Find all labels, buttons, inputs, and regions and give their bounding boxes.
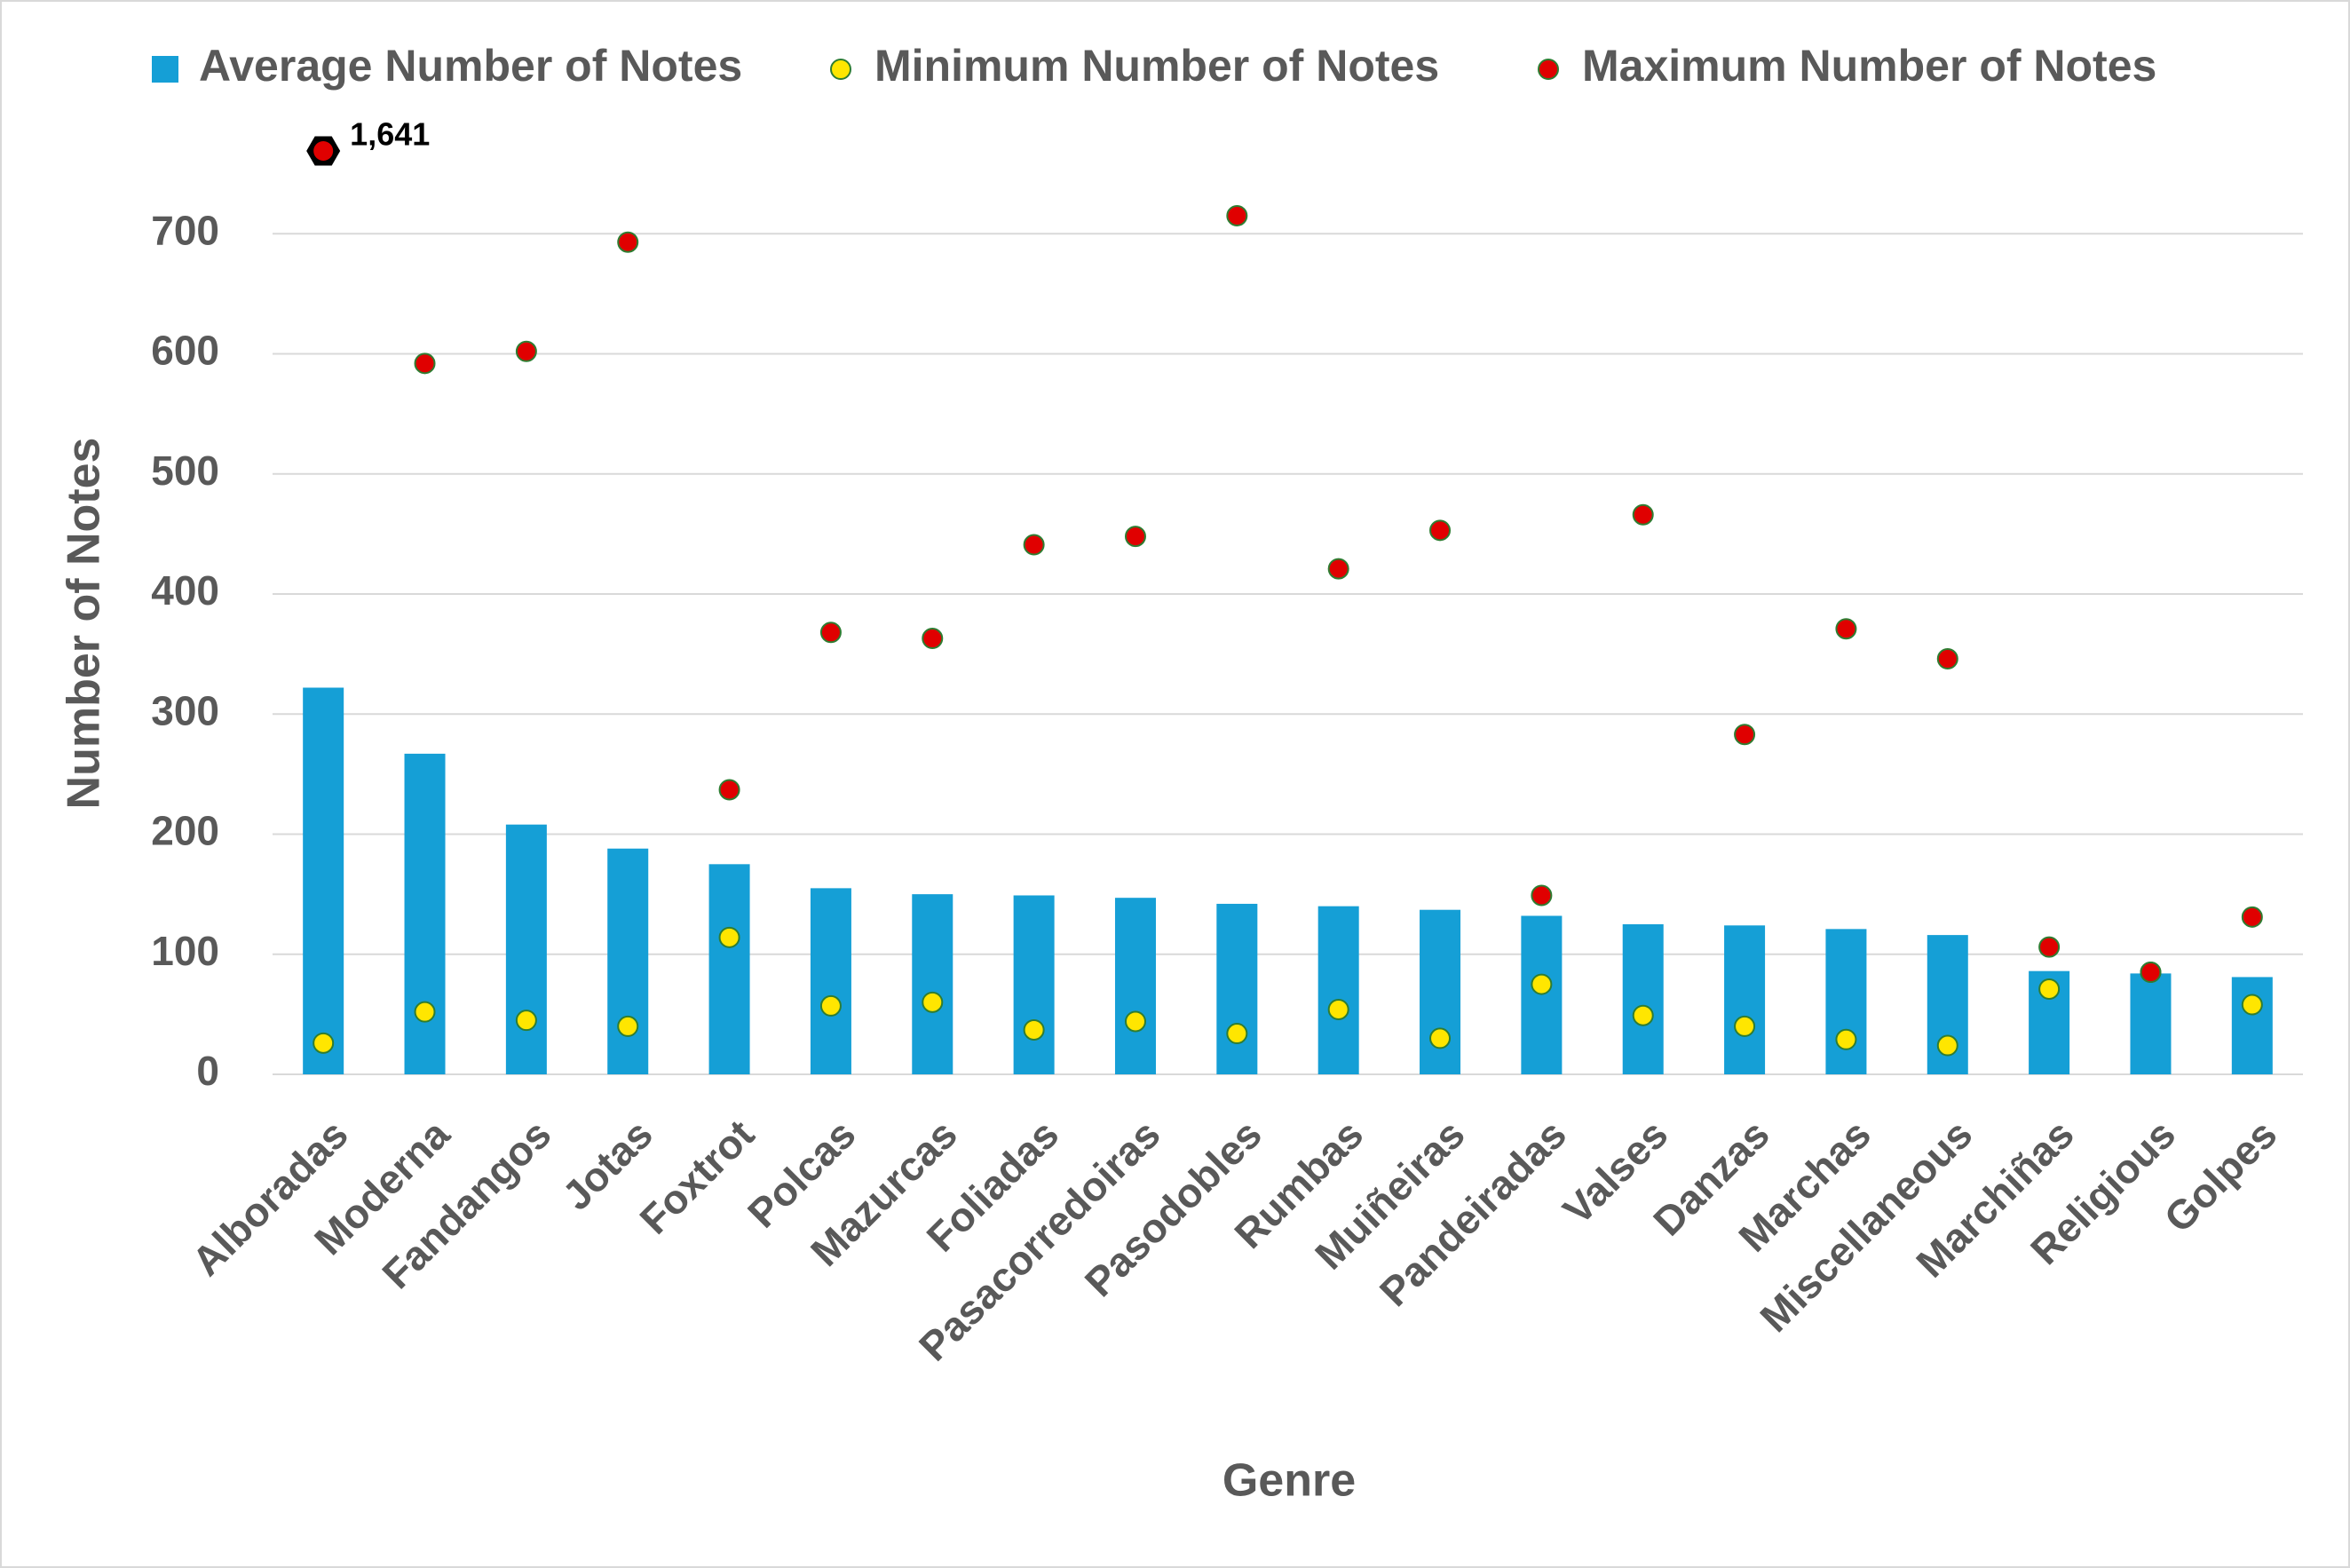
marker [414, 352, 436, 375]
bar [1013, 895, 1055, 1074]
marker [819, 622, 842, 644]
bar [1521, 915, 1563, 1074]
marker [1327, 998, 1349, 1020]
marker [1632, 503, 1654, 526]
marker [1226, 204, 1248, 226]
bar [404, 753, 446, 1074]
off-scale-marker-core [313, 141, 334, 161]
marker [414, 1001, 436, 1023]
marker [1835, 618, 1857, 640]
marker [617, 1015, 639, 1037]
marker [1632, 1004, 1654, 1026]
legend-label: Maximum Number of Notes [1582, 41, 2156, 91]
marker [2241, 906, 2263, 928]
x-axis-title: Genre [1222, 1455, 1356, 1507]
marker [515, 340, 537, 362]
marker [515, 1010, 537, 1032]
marker [1124, 526, 1146, 548]
marker [922, 628, 944, 650]
legend-swatch [1538, 59, 1559, 80]
bar [1216, 903, 1258, 1074]
data-label: 1,641 [350, 116, 430, 153]
marker [617, 231, 639, 253]
bar [505, 824, 547, 1074]
marker [2241, 994, 2263, 1016]
bar [810, 888, 851, 1074]
marker [2038, 936, 2061, 958]
marker [1429, 519, 1452, 542]
bar [607, 848, 649, 1074]
marker [1023, 1018, 1045, 1041]
marker [1835, 1028, 1857, 1050]
marker [1531, 973, 1553, 995]
bar [2231, 977, 2273, 1074]
y-tick-label: 200 [151, 808, 219, 854]
bar [912, 894, 953, 1074]
marker [1734, 1015, 1756, 1037]
bar [1825, 929, 1867, 1074]
marker [1531, 884, 1553, 907]
legend-swatch [830, 59, 851, 80]
marker [1023, 534, 1045, 556]
bar [1317, 906, 1359, 1074]
legend-label: Average Number of Notes [199, 41, 742, 91]
marker [1734, 724, 1756, 746]
y-tick-label: 700 [151, 207, 219, 253]
marker [313, 1032, 335, 1054]
bar [1724, 925, 1766, 1074]
y-tick-label: 300 [151, 687, 219, 733]
marker [2038, 978, 2061, 1000]
marker [1226, 1023, 1248, 1045]
legend-swatch [152, 56, 178, 83]
bar [303, 687, 344, 1074]
y-tick-label: 100 [151, 928, 219, 974]
legend-label: Minimum Number of Notes [874, 41, 1439, 91]
marker [1936, 648, 1958, 670]
marker [1327, 558, 1349, 580]
y-tick-label: 0 [196, 1048, 219, 1094]
bar [1114, 898, 1156, 1074]
bar [1420, 909, 1461, 1074]
marker [819, 994, 842, 1017]
bar [1622, 923, 1664, 1074]
y-tick-label: 500 [151, 447, 219, 494]
bar [2130, 973, 2172, 1074]
y-axis-title: Number of Notes [59, 438, 110, 810]
marker [718, 779, 740, 801]
y-tick-label: 400 [151, 567, 219, 614]
y-tick-label: 600 [151, 328, 219, 374]
marker [2140, 962, 2162, 984]
marker [922, 991, 944, 1013]
bar [708, 864, 750, 1074]
marker [718, 926, 740, 948]
marker [1124, 1010, 1146, 1033]
marker [1429, 1027, 1452, 1049]
marker [1936, 1034, 1958, 1057]
